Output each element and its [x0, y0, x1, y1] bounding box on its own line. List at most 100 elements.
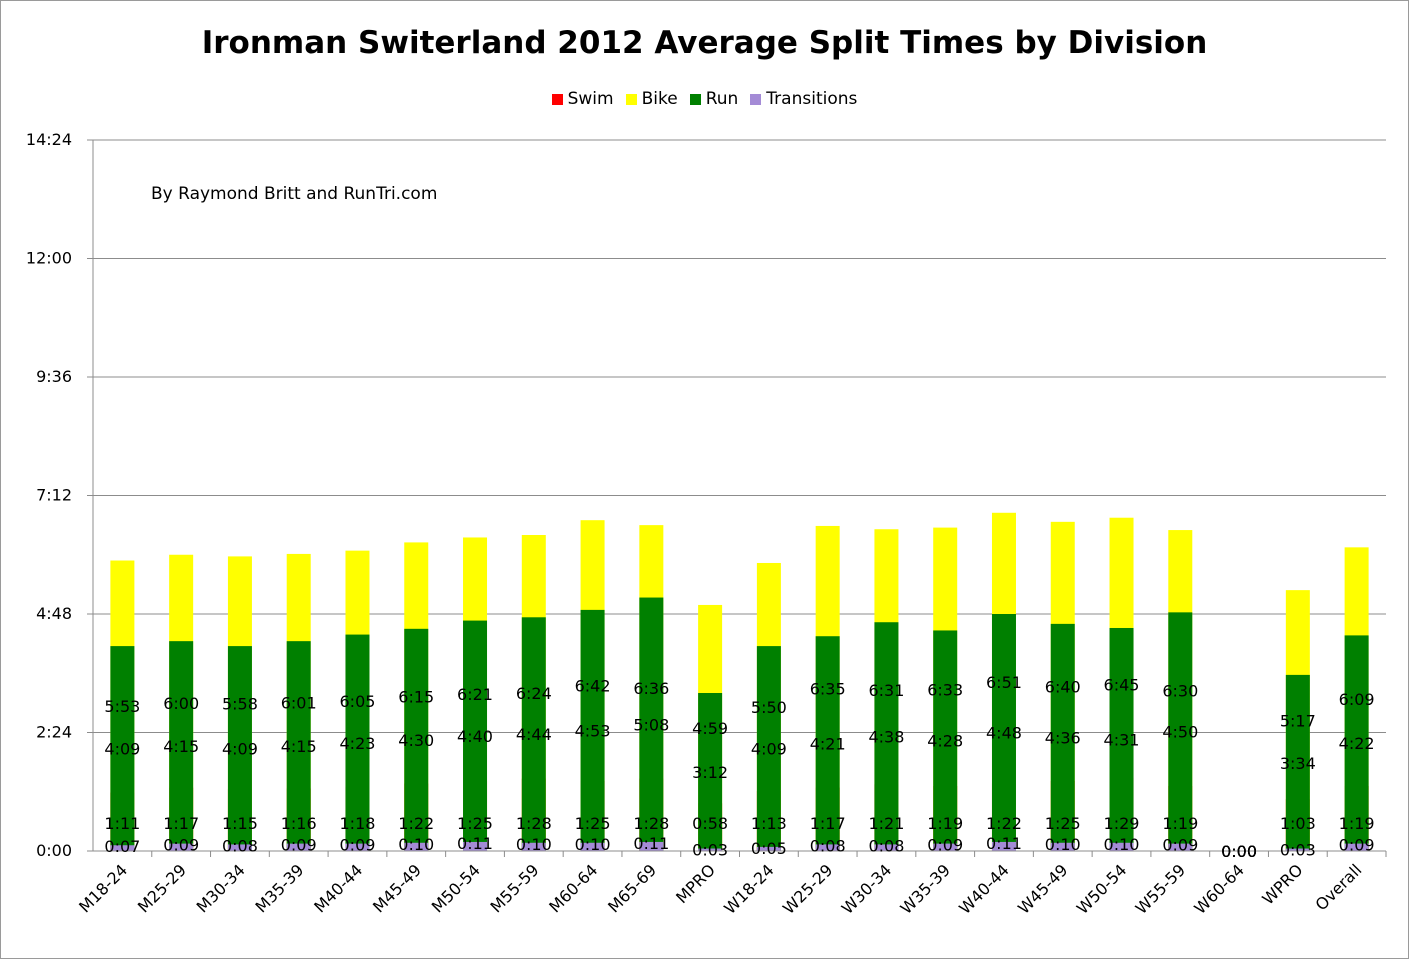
data-label-run-overall: 4:22 — [1339, 734, 1375, 753]
data-label-run-w40-44: 4:48 — [986, 724, 1022, 743]
data-label-bike-w18-24: 5:50 — [751, 698, 787, 717]
bar-transitions-wpro — [1285, 848, 1310, 851]
bar-transitions-w35-39 — [933, 843, 958, 851]
data-label-swim-w40-44: 1:22 — [986, 814, 1022, 833]
data-label-transitions-w55-59: 0:09 — [1162, 836, 1198, 855]
data-label-run-m45-49: 4:30 — [398, 731, 434, 750]
data-label-transitions-w30-34: 0:08 — [868, 836, 904, 855]
x-tick-label: M55-59 — [487, 860, 543, 916]
x-tick-label: M30-34 — [193, 860, 249, 916]
y-tick-label: 12:00 — [26, 249, 72, 268]
data-label-swim-w30-34: 1:21 — [868, 814, 904, 833]
data-label-bike-w25-29: 6:35 — [810, 679, 846, 698]
data-label-run-m60-64: 4:53 — [575, 721, 611, 740]
data-label-bike-m18-24: 5:53 — [104, 697, 140, 716]
data-label-run-w25-29: 4:21 — [810, 735, 846, 754]
data-label-swim-w18-24: 1:13 — [751, 814, 787, 833]
y-tick-label: 7:12 — [36, 486, 72, 505]
data-labels: 1:11 5:53 4:09 0:07 1:17 6:00 4:15 0:09 1:15 5:58… — [104, 673, 1374, 861]
data-label-transitions-m40-44: 0:09 — [340, 836, 376, 855]
bar-run-mpro — [698, 693, 723, 851]
data-label-run-w50-54: 4:31 — [1104, 730, 1140, 749]
bar-run-m50-54 — [463, 620, 488, 851]
data-label-swim-w35-39: 1:19 — [927, 814, 963, 833]
legend-swatch-transitions — [750, 93, 762, 105]
legend-item-transitions: Transitions — [750, 89, 857, 109]
data-label-bike-w60-64: 0:00 — [1221, 842, 1257, 861]
bar-run-w45-49 — [1050, 623, 1075, 851]
data-label-swim-m30-34: 1:15 — [222, 814, 258, 833]
data-label-run-wpro: 3:34 — [1280, 754, 1316, 773]
data-label-run-w45-49: 4:36 — [1045, 728, 1081, 747]
bar-transitions-w25-29 — [815, 844, 840, 851]
data-label-transitions-w35-39: 0:09 — [927, 836, 963, 855]
data-label-run-w35-39: 4:28 — [927, 732, 963, 751]
data-label-transitions-wpro: 0:03 — [1280, 841, 1316, 860]
data-label-run-w60-64: 0:00 — [1221, 842, 1257, 861]
x-tick-label: W30-34 — [838, 860, 895, 917]
bar-transitions-m50-54 — [463, 841, 488, 851]
data-label-swim-m40-44: 1:18 — [340, 814, 376, 833]
legend-label-run: Run — [705, 89, 739, 109]
data-label-bike-wpro: 5:17 — [1280, 712, 1316, 731]
data-label-transitions-w50-54: 0:10 — [1104, 835, 1140, 854]
data-label-bike-w40-44: 6:51 — [986, 673, 1022, 692]
data-label-bike-m45-49: 6:15 — [398, 688, 434, 707]
legend: Swim Bike Run Transitions — [1, 89, 1408, 109]
data-label-swim-w25-29: 1:17 — [810, 814, 846, 833]
bar-run-w18-24 — [756, 646, 781, 851]
data-label-swim-m18-24: 1:11 — [104, 814, 140, 833]
data-label-swim-w60-64: 0:00 — [1221, 842, 1257, 861]
data-label-bike-m55-59: 6:24 — [516, 684, 552, 703]
x-tick-label: W55-59 — [1132, 860, 1189, 917]
data-label-bike-w35-39: 6:33 — [927, 680, 963, 699]
data-label-swim-m65-69: 1:28 — [633, 814, 669, 833]
bar-transitions-w40-44 — [991, 841, 1016, 851]
data-label-transitions-m35-39: 0:09 — [281, 836, 317, 855]
bar-transitions-m60-64 — [580, 842, 605, 851]
y-tick-label: 2:24 — [36, 723, 72, 742]
y-tick-label: 0:00 — [36, 841, 72, 860]
data-label-transitions-overall: 0:09 — [1339, 836, 1375, 855]
x-tick-label: W40-44 — [955, 860, 1012, 917]
data-label-transitions-w40-44: 0:11 — [986, 834, 1022, 853]
x-tick-label: M50-54 — [428, 860, 484, 916]
bar-run-m25-29 — [169, 641, 194, 851]
data-label-run-m18-24: 4:09 — [104, 740, 140, 759]
bar-run-w25-29 — [815, 636, 840, 851]
bar-transitions-mpro — [698, 848, 723, 851]
x-tick-label: W45-49 — [1014, 860, 1071, 917]
bar-run-m35-39 — [286, 641, 311, 851]
data-label-swim-m25-29: 1:17 — [163, 814, 199, 833]
bar-transitions-m65-69 — [639, 841, 664, 851]
bar-run-m30-34 — [227, 646, 252, 851]
bar-run-m60-64 — [580, 609, 605, 851]
y-tick-label: 4:48 — [36, 604, 72, 623]
bar-run-w55-59 — [1168, 612, 1193, 851]
y-tick-label: 9:36 — [36, 367, 72, 386]
bar-run-w50-54 — [1109, 627, 1134, 851]
x-tick-label: W18-24 — [720, 860, 777, 917]
legend-item-bike: Bike — [625, 89, 678, 109]
legend-item-run: Run — [689, 89, 739, 109]
credit-text: By Raymond Britt and RunTri.com — [151, 184, 437, 204]
data-label-transitions-w25-29: 0:08 — [810, 836, 846, 855]
x-tick-label: Overall — [1312, 860, 1366, 914]
legend-label-transitions: Transitions — [766, 89, 858, 109]
x-tick-label: M40-44 — [310, 860, 366, 916]
data-label-bike-overall: 6:09 — [1339, 690, 1375, 709]
legend-label-bike: Bike — [641, 89, 678, 109]
data-label-swim-overall: 1:19 — [1339, 814, 1375, 833]
bar-run-m55-59 — [521, 617, 546, 851]
bar-transitions-m45-49 — [404, 842, 429, 851]
data-label-transitions-m55-59: 0:10 — [516, 835, 552, 854]
data-label-bike-m35-39: 6:01 — [281, 693, 317, 712]
data-label-swim-w50-54: 1:29 — [1104, 814, 1140, 833]
data-label-run-w30-34: 4:38 — [868, 728, 904, 747]
data-label-bike-w45-49: 6:40 — [1045, 677, 1081, 696]
data-label-swim-mpro: 0:58 — [692, 814, 728, 833]
data-label-bike-m60-64: 6:42 — [575, 677, 611, 696]
data-label-swim-m45-49: 1:22 — [398, 814, 434, 833]
